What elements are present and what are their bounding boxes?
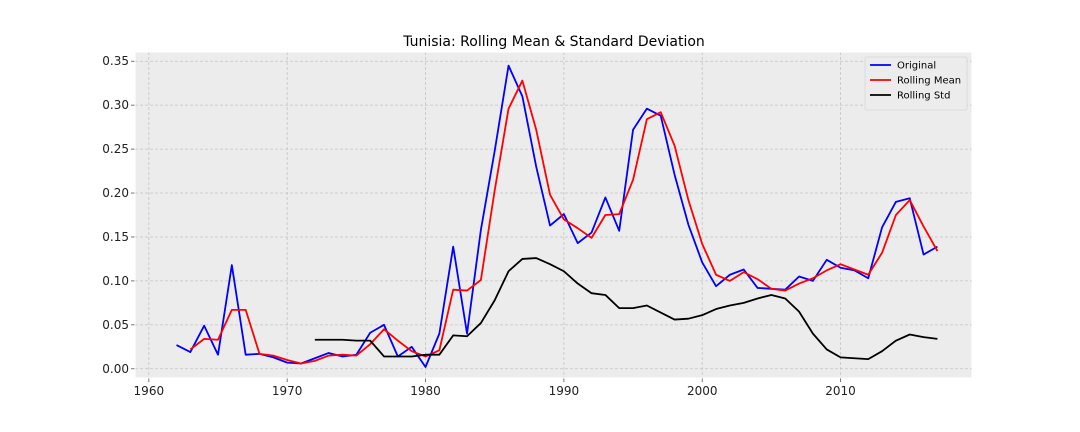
y-tick-label: 0.00: [102, 362, 129, 376]
plot-area: [135, 52, 972, 378]
y-tick-label: 0.15: [102, 230, 129, 244]
legend-label-original: Original: [897, 61, 936, 72]
series-line-rolling-mean: [189, 79, 939, 365]
chart-title: Tunisia: Rolling Mean & Standard Deviati…: [402, 34, 705, 50]
x-tick-label: 1960: [134, 384, 165, 398]
legend: Original Rolling Mean Rolling Std: [864, 56, 968, 111]
y-tick-label: 0.20: [102, 186, 129, 200]
y-tick-label: 0.35: [102, 54, 129, 68]
series-layer: [176, 64, 939, 368]
series-line-rolling-std: [314, 257, 938, 361]
legend-label-rolling-std: Rolling Std: [897, 91, 950, 102]
x-tick-label: 1970: [272, 384, 303, 398]
y-tick-label: 0.25: [102, 142, 129, 156]
x-tick-label: 1980: [410, 384, 441, 398]
x-tick-label: 2010: [825, 384, 856, 398]
y-tick-label: 0.05: [102, 318, 129, 332]
legend-label-rolling-mean: Rolling Mean: [897, 76, 961, 87]
x-tick-label: 2000: [687, 384, 718, 398]
y-tick-label: 0.30: [102, 98, 129, 112]
x-tick-label: 1990: [549, 384, 580, 398]
y-tick-label: 0.10: [102, 274, 129, 288]
legend-box: [864, 56, 968, 111]
axes: 1960 1970 1980 1990 2000 2010 0.00 0.05 0.10 0.15…: [102, 51, 973, 398]
plot-frame: [134, 51, 973, 379]
